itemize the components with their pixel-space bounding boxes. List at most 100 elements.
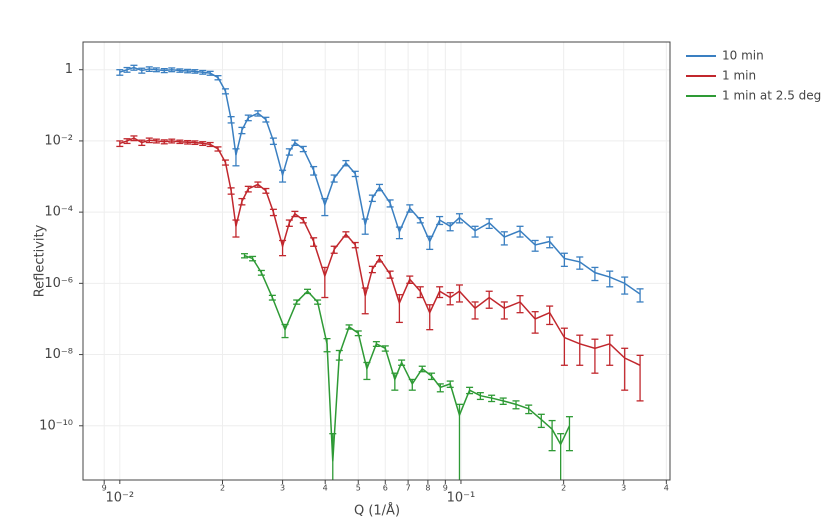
error-bar — [314, 299, 322, 305]
error-bar — [426, 304, 434, 331]
error-bar — [354, 330, 362, 337]
error-bar — [221, 159, 229, 166]
error-bar — [299, 145, 307, 153]
error-bar — [621, 276, 629, 295]
error-bar — [152, 138, 160, 144]
error-bar — [168, 67, 176, 73]
error-bar — [176, 139, 184, 145]
error-bar — [576, 334, 584, 366]
error-bar — [426, 235, 434, 251]
error-bar — [455, 213, 463, 224]
x-tick-label: 2 — [220, 484, 225, 493]
error-bar — [446, 380, 454, 388]
error-bar — [375, 183, 383, 192]
error-bar — [560, 252, 568, 268]
error-bar — [342, 231, 350, 238]
grid-layer — [83, 42, 670, 480]
error-bar — [548, 419, 556, 452]
series-line — [244, 254, 571, 462]
error-bar — [516, 225, 524, 238]
error-bar — [227, 116, 235, 124]
error-bar — [361, 287, 369, 315]
error-bar — [485, 218, 493, 230]
x-tick-label: 9 — [102, 484, 107, 493]
y-tick-label: 10⁻¹⁰ — [39, 418, 73, 433]
data-layer — [116, 64, 644, 480]
error-bar — [361, 218, 369, 235]
error-bar — [184, 139, 192, 145]
error-bar — [537, 413, 545, 429]
error-bar — [191, 69, 199, 74]
y-tick-label: 10⁻⁴ — [44, 205, 73, 220]
error-bar — [214, 75, 222, 81]
error-bar — [123, 138, 131, 145]
error-bar — [138, 67, 146, 74]
error-bar — [351, 170, 359, 178]
error-bar — [606, 334, 614, 366]
error-bar — [116, 69, 124, 76]
error-bar — [130, 135, 138, 142]
error-bar — [576, 256, 584, 270]
error-bar — [372, 341, 380, 348]
error-bar — [262, 116, 270, 123]
error-bar — [206, 141, 214, 148]
x-tick-label: 10⁻¹ — [447, 491, 476, 506]
error-bar — [299, 217, 307, 224]
error-bar — [321, 266, 329, 299]
error-bar — [304, 288, 312, 295]
x-tick-label: 10⁻² — [105, 491, 134, 506]
error-bar — [386, 199, 394, 208]
error-bar — [606, 270, 614, 288]
error-bar — [531, 239, 539, 252]
error-bar — [345, 324, 353, 330]
error-bar — [591, 266, 599, 282]
error-bar — [395, 226, 403, 240]
error-bar — [221, 88, 229, 95]
error-bar — [206, 70, 214, 76]
error-bar — [244, 114, 252, 122]
error-bar — [499, 397, 507, 405]
x-tick-label: 9 — [443, 484, 448, 493]
error-bar — [398, 359, 406, 366]
error-bar — [381, 345, 389, 352]
error-bar — [279, 239, 287, 257]
y-tick-label: 10⁻⁸ — [44, 347, 73, 362]
error-bar — [636, 288, 644, 303]
error-bar — [416, 217, 424, 224]
y-tick-label: 10⁻² — [44, 133, 73, 148]
error-bar — [406, 275, 414, 284]
error-bar — [636, 354, 644, 402]
error-bar — [446, 291, 454, 306]
error-bar — [199, 141, 207, 147]
error-bar — [471, 301, 479, 320]
error-bar — [268, 294, 276, 301]
x-tick-label: 5 — [356, 484, 361, 493]
error-bar — [285, 148, 293, 156]
error-bar — [557, 433, 565, 480]
error-bar — [214, 146, 222, 152]
error-bar — [330, 245, 338, 254]
error-bar — [455, 403, 463, 480]
error-bar — [368, 265, 376, 274]
error-bar — [436, 215, 444, 226]
error-bar — [227, 187, 235, 195]
error-bar — [516, 295, 524, 314]
error-bar — [330, 174, 338, 183]
error-bar — [386, 270, 394, 279]
error-bar — [323, 337, 331, 353]
error-bar — [184, 68, 192, 74]
error-bar — [116, 140, 124, 148]
error-bar — [244, 185, 252, 193]
error-bar — [145, 137, 153, 144]
error-bar — [342, 159, 350, 167]
plot-frame — [82, 41, 671, 481]
x-tick-label: 8 — [425, 484, 430, 493]
x-tick-label: 2 — [561, 484, 566, 493]
error-bar — [176, 68, 184, 73]
x-tick-label: 3 — [621, 484, 626, 493]
error-bar — [466, 386, 474, 395]
x-tick-label: 6 — [383, 484, 388, 493]
error-bar — [476, 392, 484, 401]
error-bar — [375, 254, 383, 263]
error-bar — [254, 181, 262, 188]
